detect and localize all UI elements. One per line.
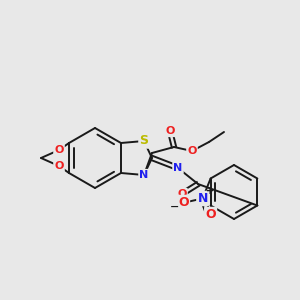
Text: O: O: [165, 126, 175, 136]
Text: O: O: [54, 145, 64, 155]
Text: O: O: [187, 146, 197, 156]
Text: +: +: [206, 185, 214, 196]
Text: N: N: [140, 170, 148, 180]
Text: N: N: [173, 163, 183, 173]
Text: −: −: [170, 202, 179, 212]
Text: S: S: [140, 134, 148, 148]
Text: O: O: [177, 189, 187, 199]
Text: O: O: [54, 161, 64, 171]
Text: O: O: [178, 196, 189, 209]
Text: O: O: [205, 208, 216, 221]
Text: N: N: [197, 192, 208, 205]
